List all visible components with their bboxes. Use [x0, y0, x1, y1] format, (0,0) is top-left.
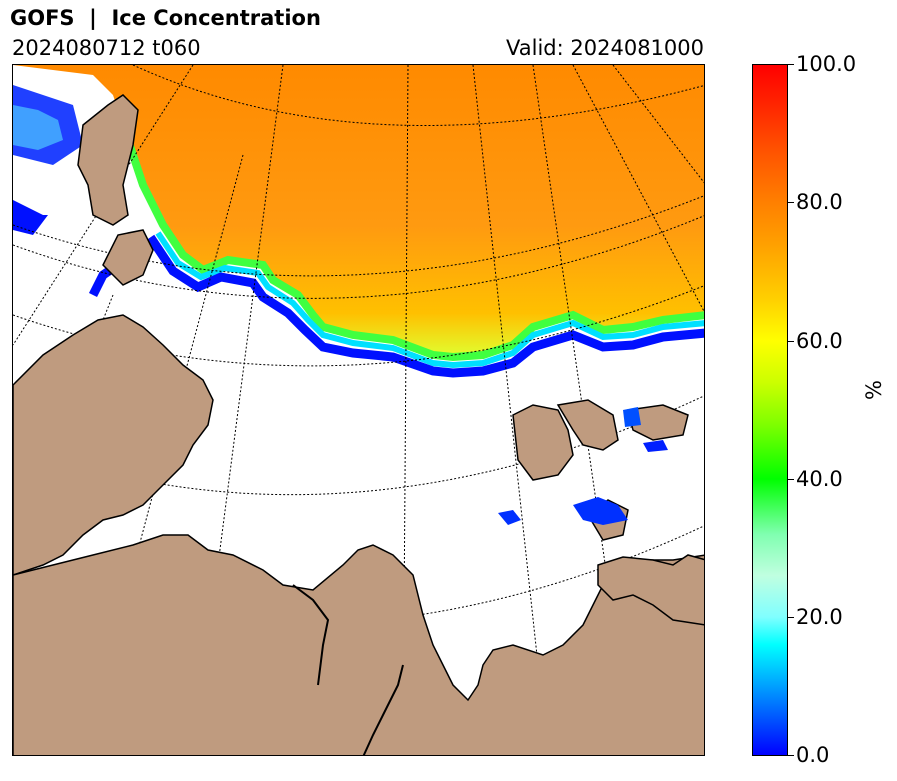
island-nw [77, 94, 139, 226]
rivers [292, 584, 404, 755]
colorbar-label-80: 80.0 [796, 190, 843, 214]
colorbar-label-0: 0.0 [796, 743, 830, 767]
colorbar-label-20: 20.0 [796, 605, 843, 629]
colorbar-label-60: 60.0 [796, 329, 843, 353]
colorbar-tick [788, 755, 794, 756]
colorbar-unit: % [862, 380, 886, 400]
ice-edge-blue [88, 234, 704, 378]
ice-edge-green [119, 123, 704, 362]
colorbar-tick [788, 202, 794, 203]
island-mid [102, 229, 154, 286]
run-time: 2024080712 t060 [12, 36, 201, 60]
island-ne-b [556, 399, 619, 451]
map-svg [13, 65, 704, 755]
chart-title: GOFS | Ice Concentration [10, 6, 321, 30]
island-ne-c [627, 404, 689, 441]
colorbar-tick [788, 64, 794, 65]
valid-time: Valid: 2024081000 [506, 36, 704, 60]
colorbar-label-100: 100.0 [796, 52, 857, 76]
ice-concentration-map[interactable] [12, 64, 705, 756]
peninsula-e [597, 554, 704, 626]
island-ne-a [512, 404, 574, 481]
land [13, 94, 704, 755]
ice-region-high [13, 65, 704, 357]
ice-edge-cyan [155, 231, 704, 369]
colorbar-tick [788, 617, 794, 618]
colorbar-tick [788, 341, 794, 342]
land-west [13, 314, 214, 576]
colorbar [752, 64, 788, 756]
colorbar-label-40: 40.0 [796, 467, 843, 491]
colorbar-tick [788, 479, 794, 480]
